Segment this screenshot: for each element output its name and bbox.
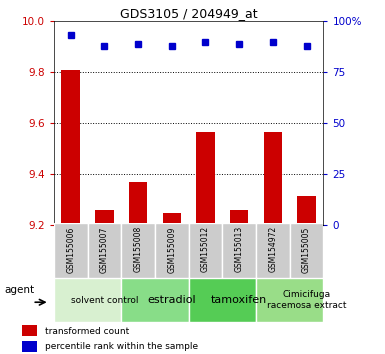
Bar (22, 325, 37, 336)
Text: estradiol: estradiol (147, 295, 196, 305)
Bar (54, 223, 88, 278)
Text: tamoxifen: tamoxifen (211, 295, 267, 305)
Text: solvent control: solvent control (71, 296, 138, 304)
Bar (256, 223, 290, 278)
Bar (22, 341, 37, 353)
Text: GSM155006: GSM155006 (66, 226, 75, 273)
Bar (290, 223, 323, 278)
Text: Cimicifuga
racemosa extract: Cimicifuga racemosa extract (267, 290, 346, 310)
Text: GSM154972: GSM154972 (268, 226, 277, 273)
Bar (121, 223, 155, 278)
Text: GSM155013: GSM155013 (235, 226, 244, 273)
Text: GSM155005: GSM155005 (302, 226, 311, 273)
Bar (223, 223, 256, 278)
Text: transformed count: transformed count (45, 326, 129, 336)
Title: GDS3105 / 204949_at: GDS3105 / 204949_at (120, 7, 258, 20)
Text: GSM155007: GSM155007 (100, 226, 109, 273)
Bar (297, 195, 316, 225)
Bar (155, 223, 189, 278)
Bar (264, 132, 282, 225)
Text: GSM155009: GSM155009 (167, 226, 176, 273)
Bar (162, 213, 181, 225)
Bar (129, 182, 147, 225)
Text: GSM155012: GSM155012 (201, 226, 210, 273)
Text: percentile rank within the sample: percentile rank within the sample (45, 342, 198, 352)
Bar (88, 223, 121, 278)
Bar (196, 132, 215, 225)
Bar (189, 278, 256, 322)
Bar (230, 210, 248, 225)
Bar (95, 210, 114, 225)
Bar (256, 278, 323, 322)
Bar (189, 223, 223, 278)
Text: GSM155008: GSM155008 (134, 226, 142, 273)
Bar (62, 70, 80, 225)
Text: agent: agent (4, 285, 34, 295)
Bar (54, 278, 121, 322)
Bar (121, 278, 189, 322)
